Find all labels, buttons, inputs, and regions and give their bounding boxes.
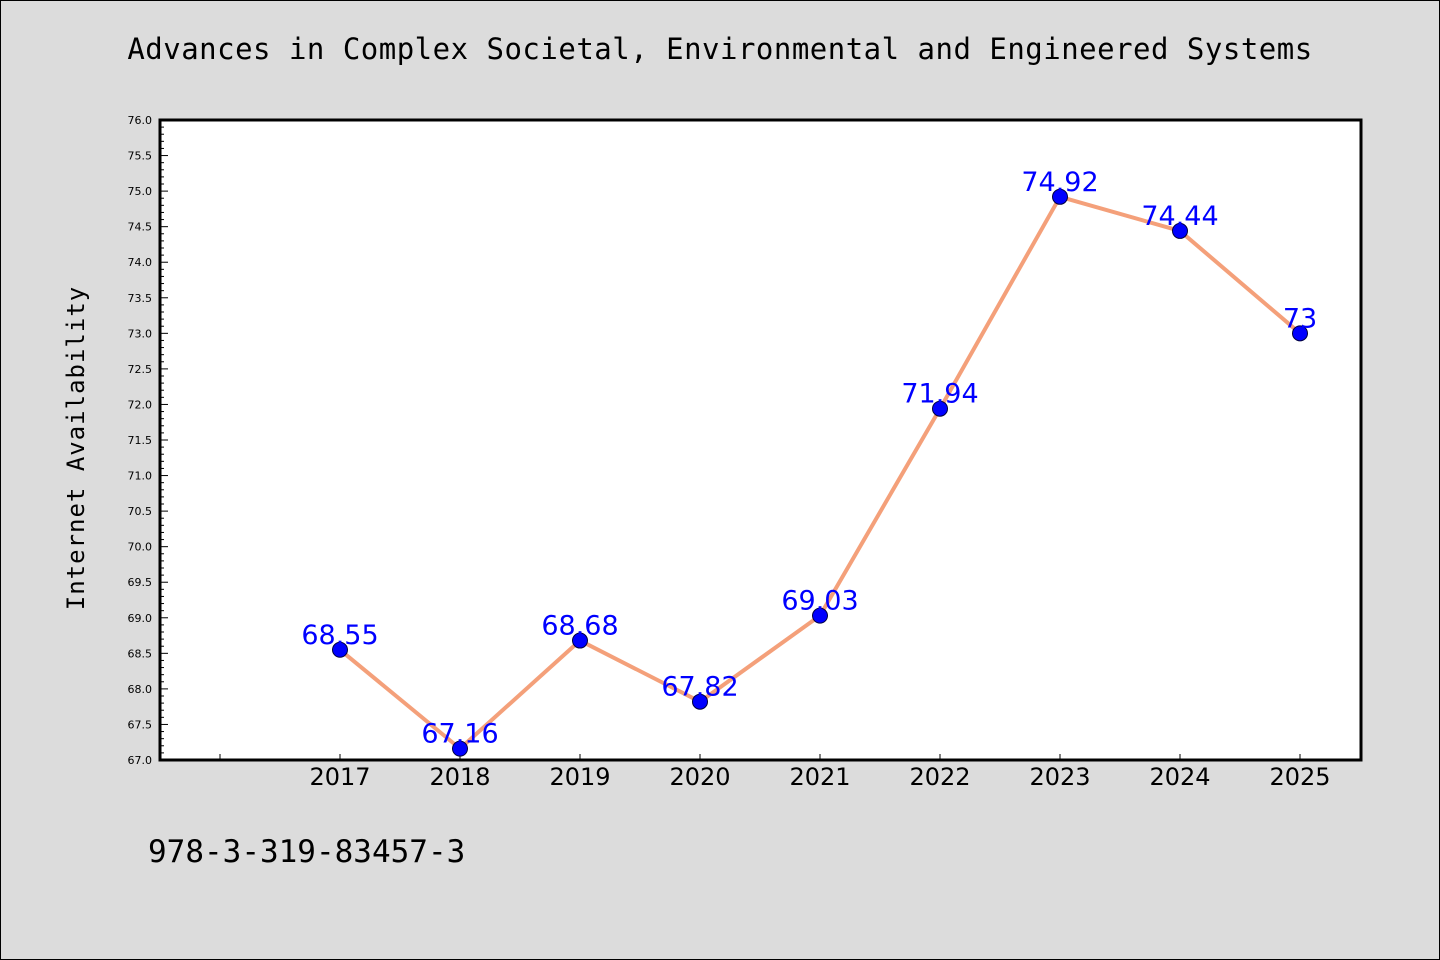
data-label: 73 (1283, 303, 1317, 334)
x-axis-ticks: 2017 2018 2019 2020 2021 2022 2023 2024 2025 (219, 754, 1331, 791)
y-tick-label: 67.0 (128, 754, 153, 767)
y-tick-label: 75.5 (128, 150, 153, 163)
data-labels: 68.55 67.16 68.68 67.82 69.03 71.94 74.92 74.44… (301, 167, 1317, 750)
data-label: 74.44 (1141, 201, 1218, 232)
y-tick-label: 68.5 (128, 647, 153, 660)
x-tick-label: 2017 (309, 763, 370, 791)
y-tick-label: 72.5 (128, 363, 153, 376)
y-tick-label: 76.0 (128, 114, 153, 127)
x-tick-label: 2023 (1029, 763, 1090, 791)
data-point (812, 607, 828, 624)
y-tick-label: 72.0 (128, 398, 153, 411)
y-tick-label: 75.0 (128, 185, 153, 198)
y-tick-label: 73.0 (128, 327, 153, 340)
data-point (692, 693, 708, 710)
y-tick-label: 67.5 (128, 718, 153, 731)
plot-border (158, 118, 1363, 762)
y-tick-label: 71.5 (128, 434, 153, 447)
y-tick-label: 73.5 (128, 292, 153, 305)
chart-title: Advances in Complex Societal, Environmen… (127, 32, 1313, 66)
data-point (932, 400, 948, 417)
x-tick-label: 2025 (1269, 763, 1330, 791)
y-tick-label: 70.5 (128, 505, 153, 518)
x-tick-label: 2021 (789, 763, 850, 791)
data-label: 71.94 (901, 379, 978, 410)
data-label: 67.16 (421, 719, 498, 750)
data-point (572, 632, 588, 649)
data-label: 68.68 (541, 611, 618, 642)
data-label: 74.92 (1021, 167, 1098, 198)
footnote-isbn: 978-3-319-83457-3 (148, 834, 466, 870)
x-tick-label: 2018 (429, 763, 490, 791)
x-tick-label: 2024 (1149, 763, 1210, 791)
y-tick-label: 68.0 (128, 683, 153, 696)
y-tick-label: 69.0 (128, 612, 153, 625)
y-tick-label: 74.0 (128, 256, 153, 269)
x-tick-label: 2019 (549, 763, 610, 791)
data-point (1172, 222, 1188, 239)
data-label: 69.03 (781, 586, 858, 617)
data-point (332, 641, 348, 658)
y-tick-label: 70.0 (128, 541, 153, 554)
y-tick-label: 74.5 (128, 221, 153, 234)
x-tick-label: 2020 (669, 763, 730, 791)
data-markers (332, 188, 1308, 757)
y-tick-label: 69.5 (128, 576, 153, 589)
x-tick-label: 2022 (909, 763, 970, 791)
data-label: 67.82 (661, 672, 738, 703)
y-tick-label: 71.0 (128, 470, 153, 483)
data-point (1292, 325, 1308, 342)
data-point (1052, 188, 1068, 205)
data-label: 68.55 (301, 620, 378, 651)
data-point (452, 740, 468, 757)
